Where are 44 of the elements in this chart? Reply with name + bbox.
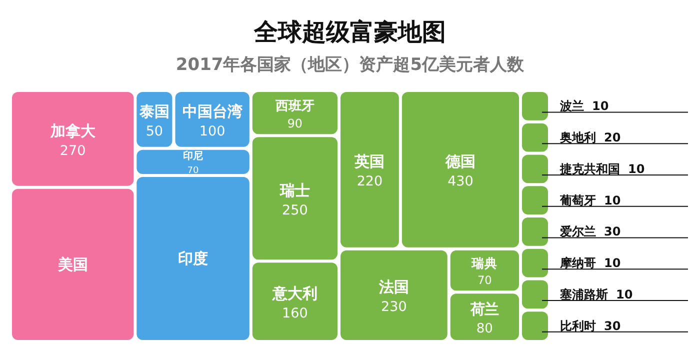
- data-label: 230: [381, 299, 407, 316]
- category-label: 比利时: [560, 318, 596, 333]
- text: 全球超级富豪地图: [253, 18, 446, 46]
- data-label: 10: [616, 287, 633, 302]
- category-label: 瑞士: [278, 181, 310, 200]
- data-label: 100: [199, 123, 226, 140]
- category-label: 美国: [56, 255, 88, 274]
- category-label: 波兰: [559, 99, 584, 114]
- data-label: 30: [604, 224, 621, 239]
- data-label: 10: [592, 99, 609, 114]
- data-label: 30: [604, 318, 621, 333]
- category-label: 意大利: [271, 284, 318, 302]
- data-label: 10: [604, 193, 621, 208]
- category-label: 中国台湾: [182, 102, 242, 120]
- data-label: 50: [146, 123, 164, 140]
- category-label: 印度: [178, 249, 208, 268]
- category-label: 印尼: [183, 150, 204, 162]
- category-label: 泰国: [138, 102, 170, 120]
- category-label: 瑞典: [470, 256, 498, 271]
- data-label: 70: [477, 274, 492, 288]
- data-label: 90: [287, 116, 302, 130]
- data-label: 70: [187, 166, 200, 176]
- category-label: 葡萄牙: [559, 193, 596, 208]
- data-label: 250: [282, 202, 308, 218]
- category-label: 西班牙: [274, 99, 314, 114]
- category-label: 英国: [354, 152, 385, 171]
- data-label: 80: [476, 321, 493, 336]
- category-label: 爱尔兰: [559, 224, 596, 239]
- category-label: 奥地利: [559, 130, 596, 145]
- category-label: 塞浦路斯: [559, 287, 608, 302]
- data-label: 20: [604, 130, 621, 145]
- category-label: 摩纳哥: [559, 256, 596, 270]
- data-label: 270: [60, 142, 86, 159]
- category-label: 捷克共和国: [559, 162, 620, 176]
- data-label: 10: [628, 162, 645, 176]
- data-label: 10: [604, 256, 621, 270]
- text: 2017年各国家（地区）资产超5亿美元者人数: [176, 55, 526, 75]
- data-label: 160: [282, 305, 308, 322]
- category-label: 法国: [378, 278, 409, 296]
- category-label: 德国: [444, 152, 476, 171]
- category-label: 荷兰: [470, 300, 499, 318]
- category-label: 加拿大: [49, 122, 96, 140]
- data-label: 220: [356, 174, 383, 190]
- data-label: 430: [448, 174, 474, 190]
